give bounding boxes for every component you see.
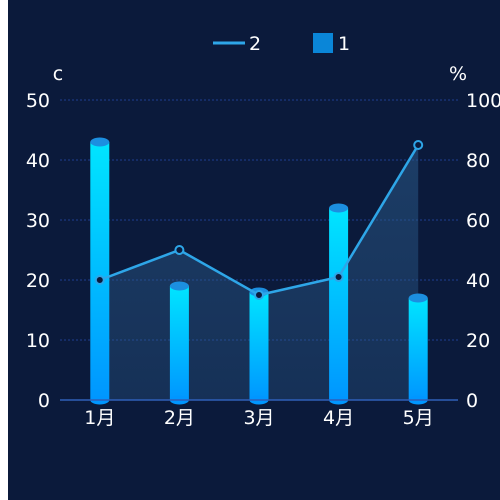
y-right-tick-label: 0 <box>466 390 478 412</box>
x-tick-label: 1月 <box>84 407 115 429</box>
y-left-tick-label: 20 <box>26 270 50 292</box>
y-right-tick-label: 60 <box>466 210 490 232</box>
legend[interactable]: 2 1 <box>213 33 350 55</box>
x-tick-label: 4月 <box>323 407 354 429</box>
y-left-tick-label: 40 <box>26 150 50 172</box>
y-left-tick-label: 0 <box>38 390 50 412</box>
bar-top-cap <box>408 293 428 303</box>
line-point <box>333 272 344 282</box>
legend-item-line[interactable]: 2 <box>213 33 261 55</box>
y-left-tick-label: 30 <box>26 210 50 232</box>
y-right-tick-label: 40 <box>466 270 490 292</box>
bar <box>169 286 189 400</box>
y-right-tick-label: 100 <box>466 90 500 112</box>
x-tick-label: 3月 <box>243 407 274 429</box>
line-point <box>174 245 185 255</box>
line-point <box>94 275 105 285</box>
bar-top-cap <box>90 137 110 147</box>
bar-top-cap <box>329 203 349 213</box>
y-right-tick-label: 80 <box>466 150 490 172</box>
y-right-tick-label: 20 <box>466 330 490 352</box>
bar <box>90 142 110 400</box>
y-axis-left-label: c <box>53 63 63 85</box>
y-left-tick-label: 10 <box>26 330 50 352</box>
x-tick-label: 5月 <box>403 407 434 429</box>
x-tick-label: 2月 <box>164 407 195 429</box>
legend-item-bar[interactable]: 1 <box>313 33 350 55</box>
line-point <box>254 290 264 300</box>
legend-bar-swatch <box>313 33 333 53</box>
bar <box>249 292 269 400</box>
y-axis-right-label: % <box>449 63 467 85</box>
line-point <box>413 140 424 150</box>
line-series <box>94 140 424 300</box>
bar-top-cap <box>169 281 189 291</box>
bar <box>408 298 428 400</box>
legend-label-bar: 1 <box>338 33 350 55</box>
bar <box>329 208 349 400</box>
legend-label-line: 2 <box>249 33 261 55</box>
y-left-tick-label: 50 <box>26 90 50 112</box>
axes: c % 0 10 20 30 40 50 0 20 40 60 80 100 1月 2月 3月 4月 5月 <box>26 63 500 429</box>
bar-series <box>90 137 428 405</box>
